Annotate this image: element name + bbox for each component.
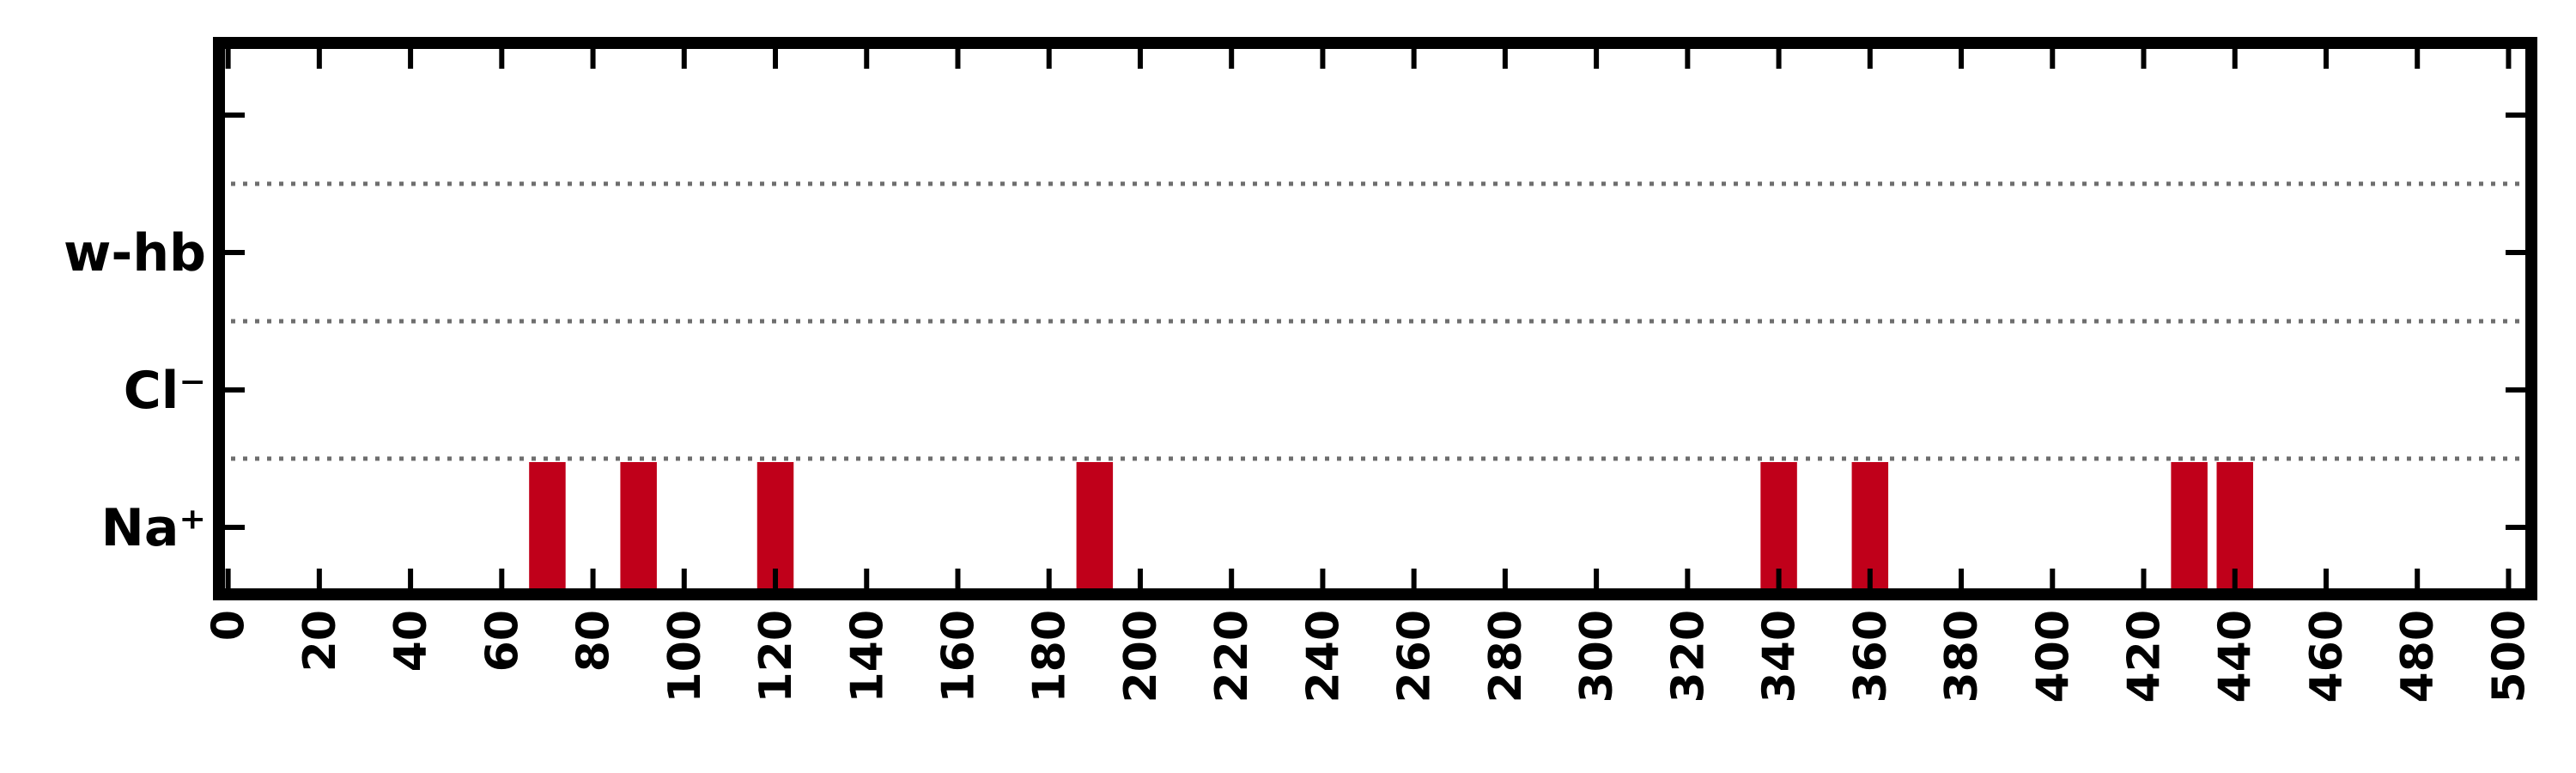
x-tick-labels: 0 20 40 60 80 100 120 140 160 180 200 220 240 260 280 3…	[204, 610, 2536, 703]
x-tick-label: 160	[933, 610, 984, 703]
y-tick-label: w-hb	[64, 223, 206, 283]
y-tick-labels: Na⁺ Cl⁻ w-hb	[64, 223, 206, 558]
x-tick-label: 80	[568, 610, 620, 672]
x-tick-label: 20	[295, 610, 346, 672]
x-tick-label: 380	[1936, 610, 1988, 703]
x-tick-label: 460	[2301, 610, 2353, 703]
bar-190	[1076, 462, 1114, 594]
x-tick-label: 360	[1845, 610, 1897, 703]
plot-frame	[213, 37, 2537, 600]
x-tick-label: 260	[1389, 610, 1441, 703]
bar-90	[620, 462, 657, 594]
bar-70	[529, 462, 566, 594]
x-tick-label: 420	[2119, 610, 2171, 703]
grid-lines	[219, 181, 2531, 461]
x-tick-label: 480	[2392, 610, 2444, 703]
x-tick-label: 120	[750, 610, 802, 703]
x-tick-label: 140	[841, 610, 893, 703]
x-tick-label: 400	[2027, 610, 2079, 703]
x-tick-label: 300	[1571, 610, 1623, 703]
x-tick-label: 240	[1297, 610, 1349, 703]
x-tick-label: 220	[1206, 610, 1258, 703]
x-tick-label: 340	[1754, 610, 1806, 703]
x-tick-label: 60	[477, 610, 528, 672]
x-tick-label: 200	[1115, 610, 1167, 703]
bar-430	[2171, 462, 2208, 594]
y-tick-label: Na⁺	[101, 498, 206, 558]
x-tick-label: 280	[1480, 610, 1532, 703]
y-tick-label: Cl⁻	[124, 361, 206, 421]
bars	[529, 462, 2253, 594]
x-tick-label: 320	[1662, 610, 1714, 703]
x-tick-label: 440	[2210, 610, 2262, 703]
x-tick-label: 100	[659, 610, 711, 703]
x-tick-label: 0	[204, 610, 255, 641]
x-tick-label: 180	[1024, 610, 1076, 703]
x-tick-label: 500	[2483, 610, 2535, 703]
x-tick-label: 40	[386, 610, 437, 672]
